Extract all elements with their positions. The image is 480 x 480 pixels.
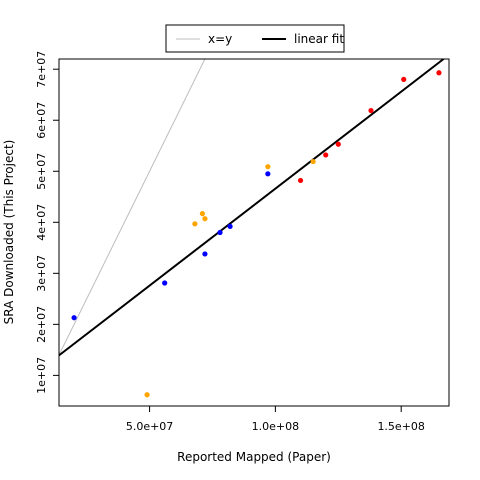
x-tick-label: 5.0e+07 [126, 420, 173, 433]
data-point [368, 107, 374, 114]
x-axis-title: Reported Mapped (Paper) [177, 450, 331, 464]
data-point [335, 141, 341, 147]
y-tick-label: 3e+07 [35, 255, 48, 292]
data-point [202, 251, 208, 257]
x-tick-label: 1.5e+08 [377, 420, 424, 433]
data-point [323, 152, 329, 158]
data-point [227, 223, 233, 229]
y-axis-title: SRA Downloaded (This Project) [2, 140, 16, 325]
y-axis: 1e+07 2e+07 3e+07 4e+07 5e+07 6e+07 7e+07 [35, 51, 59, 394]
x-axis: 5.0e+07 1.0e+08 1.5e+08 [126, 406, 425, 433]
legend-label-xy: x=y [208, 32, 232, 46]
data-point [192, 221, 198, 227]
y-tick-label: 2e+07 [35, 306, 48, 343]
reference-lines [58, 58, 445, 357]
reference-line-linear-fit [58, 58, 445, 357]
data-point [297, 177, 304, 184]
y-tick-label: 5e+07 [35, 153, 48, 190]
y-tick-label: 1e+07 [35, 357, 48, 394]
data-point [162, 280, 168, 286]
data-point [71, 315, 77, 321]
y-tick-label: 7e+07 [35, 51, 48, 88]
data-point [202, 216, 208, 222]
y-tick-label: 4e+07 [35, 204, 48, 241]
y-tick-label: 6e+07 [35, 102, 48, 139]
plot-frame [58, 58, 450, 407]
data-point [217, 229, 223, 236]
data-point [265, 164, 271, 170]
x-tick-label: 1.0e+08 [252, 420, 299, 433]
legend-label-linear-fit: linear fit [294, 32, 344, 46]
data-point [199, 211, 206, 217]
data-point [265, 171, 271, 177]
legend-box [165, 24, 345, 53]
reference-line-xy [58, 58, 206, 356]
data-points [71, 70, 442, 398]
data-point [401, 76, 407, 83]
legend: x=y linear fit [165, 24, 345, 53]
data-point [144, 392, 150, 398]
data-point [436, 70, 442, 76]
data-point [310, 158, 316, 165]
